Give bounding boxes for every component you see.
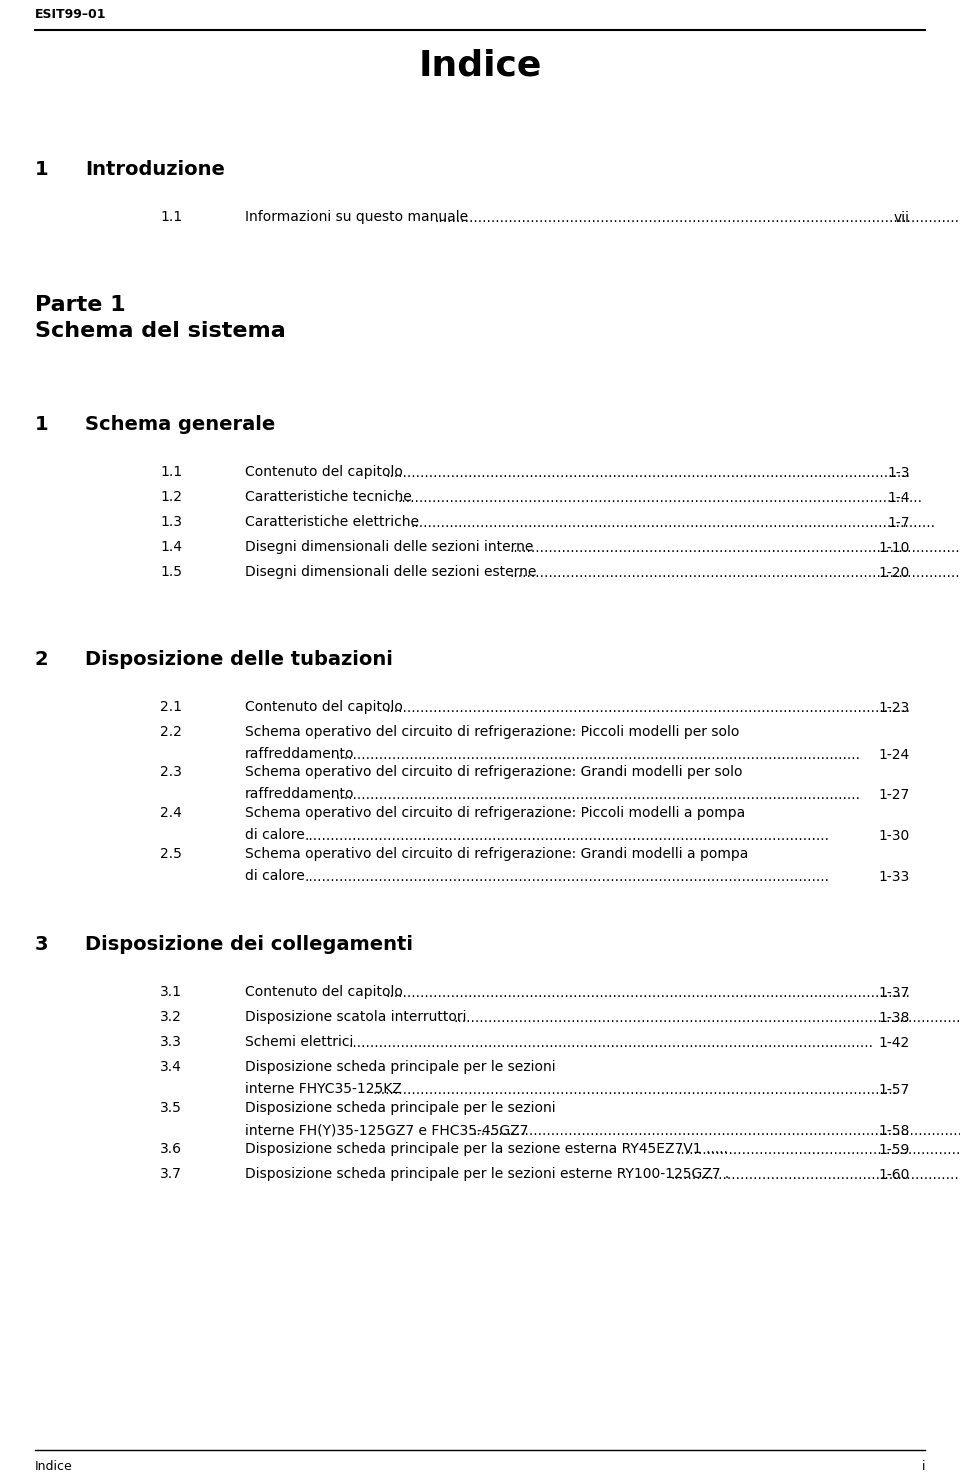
Text: Schema operativo del circuito di refrigerazione: Grandi modelli per solo: Schema operativo del circuito di refrige…: [245, 765, 742, 779]
Text: i: i: [922, 1460, 925, 1473]
Text: ................................................................................: ........................................…: [472, 1124, 960, 1137]
Text: 2: 2: [35, 649, 49, 669]
Text: 1: 1: [35, 416, 49, 433]
Text: ................................................................................: ........................................…: [348, 1035, 874, 1050]
Text: Informazioni su questo manuale: Informazioni su questo manuale: [245, 210, 468, 223]
Text: 1-58: 1-58: [878, 1124, 910, 1137]
Text: Disposizione scatola interruttori: Disposizione scatola interruttori: [245, 1010, 467, 1023]
Text: Disegni dimensionali delle sezioni esterne: Disegni dimensionali delle sezioni ester…: [245, 565, 537, 578]
Text: 1-33: 1-33: [878, 870, 910, 884]
Text: raffreddamento: raffreddamento: [245, 787, 354, 802]
Text: 2.1: 2.1: [160, 700, 182, 714]
Text: Schema operativo del circuito di refrigerazione: Piccoli modelli a pompa: Schema operativo del circuito di refrige…: [245, 806, 745, 819]
Text: Contenuto del capitolo: Contenuto del capitolo: [245, 985, 403, 998]
Text: 1.1: 1.1: [160, 210, 182, 223]
Text: ................................................................................: ........................................…: [385, 466, 910, 481]
Text: Disegni dimensionali delle sezioni interne: Disegni dimensionali delle sezioni inter…: [245, 540, 534, 555]
Text: 1.2: 1.2: [160, 490, 182, 504]
Text: 3: 3: [35, 935, 49, 954]
Text: 3.6: 3.6: [160, 1142, 182, 1157]
Text: 1-24: 1-24: [878, 748, 910, 762]
Text: 1-60: 1-60: [878, 1168, 910, 1182]
Text: 1-4: 1-4: [887, 491, 910, 504]
Text: 1-27: 1-27: [878, 788, 910, 802]
Text: Disposizione delle tubazioni: Disposizione delle tubazioni: [85, 649, 393, 669]
Text: 1-57: 1-57: [878, 1083, 910, 1097]
Text: 2.4: 2.4: [160, 806, 181, 819]
Text: 1-7: 1-7: [887, 516, 910, 529]
Text: raffreddamento: raffreddamento: [245, 747, 354, 762]
Text: ................................................................................: ........................................…: [305, 870, 829, 884]
Text: 3.4: 3.4: [160, 1060, 181, 1074]
Text: ................................................................................: ........................................…: [373, 1083, 898, 1097]
Text: Schema operativo del circuito di refrigerazione: Grandi modelli a pompa: Schema operativo del circuito di refrige…: [245, 847, 749, 861]
Text: Disposizione scheda principale per le sezioni esterne RY100-125GZ7 .: Disposizione scheda principale per le se…: [245, 1167, 730, 1182]
Text: ................................................................................: ........................................…: [510, 566, 960, 580]
Text: Introduzione: Introduzione: [85, 160, 225, 179]
Text: 1-30: 1-30: [878, 830, 910, 843]
Text: Schema operativo del circuito di refrigerazione: Piccoli modelli per solo: Schema operativo del circuito di refrige…: [245, 725, 739, 740]
Text: 1-20: 1-20: [878, 566, 910, 580]
Text: Schemi elettrici: Schemi elettrici: [245, 1035, 353, 1049]
Text: Disposizione scheda principale per le sezioni: Disposizione scheda principale per le se…: [245, 1100, 556, 1115]
Text: vii: vii: [894, 211, 910, 225]
Text: Caratteristiche tecniche: Caratteristiche tecniche: [245, 490, 412, 504]
Text: 1-38: 1-38: [878, 1012, 910, 1025]
Text: 2.5: 2.5: [160, 847, 181, 861]
Text: 3.7: 3.7: [160, 1167, 181, 1182]
Text: 1: 1: [35, 160, 49, 179]
Text: ................................................................................: ........................................…: [336, 748, 861, 762]
Text: 2.3: 2.3: [160, 765, 181, 779]
Text: ................................................................................: ........................................…: [510, 541, 960, 555]
Text: ................................................................................: ........................................…: [385, 701, 910, 714]
Text: 2.2: 2.2: [160, 725, 181, 740]
Text: 1.4: 1.4: [160, 540, 182, 555]
Text: 3.3: 3.3: [160, 1035, 181, 1049]
Text: Caratteristiche elettriche: Caratteristiche elettriche: [245, 515, 419, 529]
Text: Contenuto del capitolo: Contenuto del capitolo: [245, 700, 403, 714]
Text: ................................................................................: ........................................…: [435, 211, 960, 225]
Text: ................................................................................: ........................................…: [397, 491, 923, 504]
Text: 3.2: 3.2: [160, 1010, 181, 1023]
Text: ................................................................................: ........................................…: [305, 830, 829, 843]
Text: 1-23: 1-23: [878, 701, 910, 714]
Text: di calore: di calore: [245, 870, 304, 883]
Text: 1-42: 1-42: [878, 1035, 910, 1050]
Text: Contenuto del capitolo: Contenuto del capitolo: [245, 464, 403, 479]
Text: Indice: Indice: [419, 47, 541, 81]
Text: ................................................................................: ........................................…: [671, 1168, 960, 1182]
Text: Schema generale: Schema generale: [85, 416, 276, 433]
Text: 3.1: 3.1: [160, 985, 182, 998]
Text: interne FHYC35-125KZ: interne FHYC35-125KZ: [245, 1083, 401, 1096]
Text: Parte 1: Parte 1: [35, 294, 126, 315]
Text: di calore: di calore: [245, 828, 304, 842]
Text: Disposizione dei collegamenti: Disposizione dei collegamenti: [85, 935, 413, 954]
Text: 1.3: 1.3: [160, 515, 182, 529]
Text: 1.1: 1.1: [160, 464, 182, 479]
Text: 3.5: 3.5: [160, 1100, 181, 1115]
Text: ESIT99–01: ESIT99–01: [35, 7, 107, 21]
Text: 1-37: 1-37: [878, 986, 910, 1000]
Text: ................................................................................: ........................................…: [385, 986, 910, 1000]
Text: Disposizione scheda principale per le sezioni: Disposizione scheda principale per le se…: [245, 1060, 556, 1074]
Text: 1.5: 1.5: [160, 565, 182, 578]
Text: 1-10: 1-10: [878, 541, 910, 555]
Text: ................................................................................: ........................................…: [454, 1012, 960, 1025]
Text: 1-3: 1-3: [887, 466, 910, 481]
Text: ................................................................................: ........................................…: [336, 788, 861, 802]
Text: interne FH(Y)35-125GZ7 e FHC35-45GZ7: interne FH(Y)35-125GZ7 e FHC35-45GZ7: [245, 1123, 528, 1137]
Text: ................................................................................: ........................................…: [677, 1143, 960, 1157]
Text: Disposizione scheda principale per la sezione esterna RY45EZ7V1 .....: Disposizione scheda principale per la se…: [245, 1142, 728, 1157]
Text: Indice: Indice: [35, 1460, 73, 1473]
Text: Schema del sistema: Schema del sistema: [35, 321, 286, 342]
Text: 1-59: 1-59: [878, 1143, 910, 1157]
Text: ................................................................................: ........................................…: [410, 516, 935, 529]
